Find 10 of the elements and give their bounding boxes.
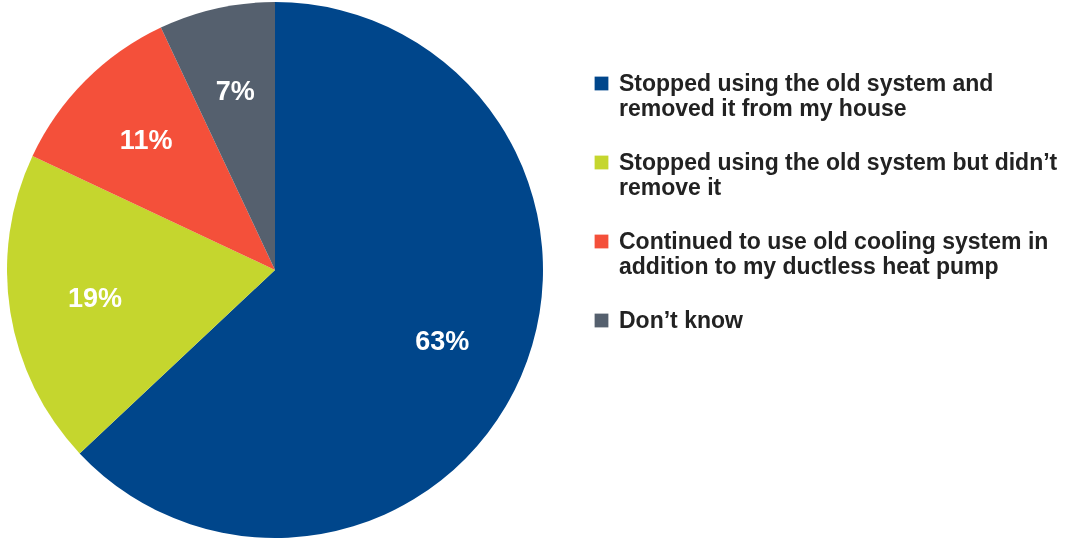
data-label: 7% xyxy=(215,76,255,107)
data-label: 19% xyxy=(67,282,123,313)
data-label: 63% xyxy=(415,326,470,357)
legend-label: Don’t know xyxy=(619,306,744,333)
pie-slice xyxy=(7,155,275,454)
data-label: 11% xyxy=(119,125,173,156)
legend-label: Stopped using the old system but didn’t remove it xyxy=(619,148,1058,200)
pie-slice xyxy=(32,27,275,270)
legend-label: Continued to use old cooling system in addition to my ductless heat pump xyxy=(619,227,1049,279)
legend-label: Stopped using the old system and removed it from my house xyxy=(619,69,994,121)
